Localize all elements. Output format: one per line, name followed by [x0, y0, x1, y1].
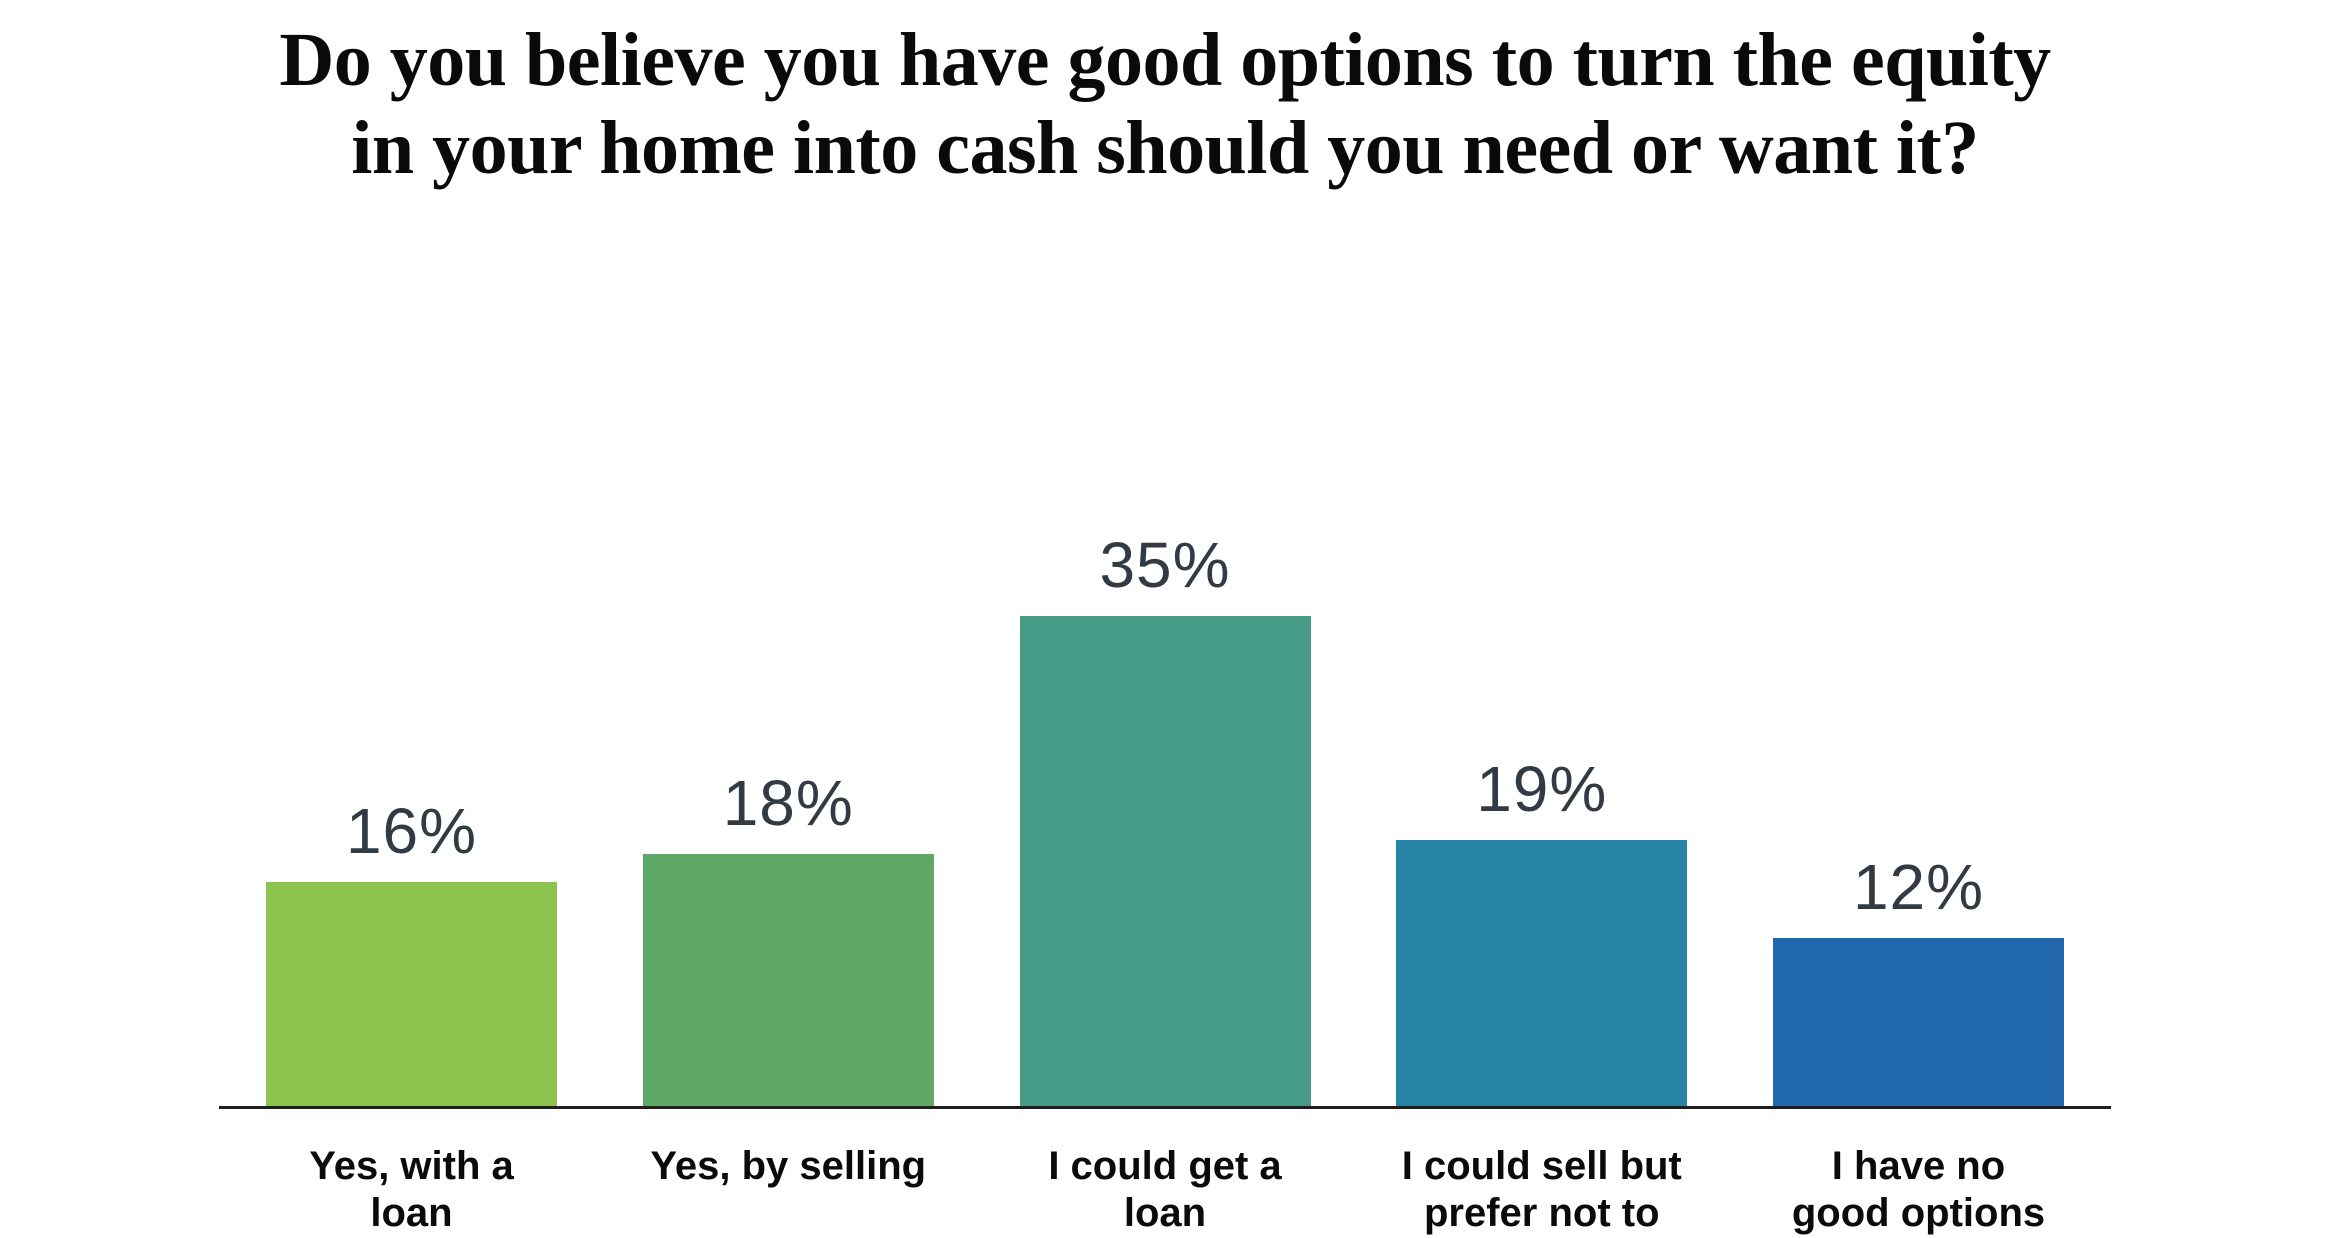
x-axis-line	[219, 1106, 2111, 1109]
bar-value-label: 19%	[1476, 753, 1608, 825]
x-axis-category-label-line: I could get a loan	[1048, 1144, 1282, 1235]
chart-title-line-1: Do you believe you have good options to …	[279, 18, 2051, 102]
bar-column: 12%	[1773, 850, 2064, 1106]
x-axis-labels: Yes, with a loan Yes, by selling I could g…	[219, 1109, 2111, 1238]
x-axis-category-label-line: prefer not to	[1423, 1191, 1660, 1235]
chart-title: Do you believe you have good options to …	[0, 16, 2330, 192]
bar-chart: 16% 18% 35% 19% 12% Yes, with a loan Yes, by …	[219, 0, 2111, 1238]
bar-column: 19%	[1396, 752, 1688, 1106]
x-axis-category-label-line: I have no	[1831, 1144, 2006, 1188]
x-axis-category-label-line: good options	[1791, 1191, 2046, 1235]
bar-column: 18%	[642, 766, 934, 1106]
x-axis-category-label-line: Yes, with a loan	[309, 1144, 514, 1235]
bar-value-label: 12%	[1852, 851, 1985, 923]
x-axis-category-label: I have no good options	[1773, 1143, 2064, 1238]
bar-column: 16%	[266, 794, 557, 1106]
bar-value-label: 35%	[1099, 529, 1231, 601]
bar	[642, 854, 934, 1106]
bar-value-label: 16%	[345, 795, 478, 867]
bar	[1773, 938, 2064, 1106]
bar	[1019, 616, 1311, 1106]
x-axis-category-label: I could get a loanbut prefer not to	[1020, 1143, 1311, 1238]
x-axis-category-label-line: I could sell but	[1401, 1144, 1682, 1188]
x-axis-category-label: Yes, by selling	[643, 1143, 934, 1238]
x-axis-category-label-line: Yes, by selling	[650, 1144, 927, 1188]
bar-value-label: 18%	[722, 767, 854, 839]
x-axis-category-label: I could sell but prefer not to	[1396, 1143, 1687, 1238]
bar	[1396, 840, 1688, 1106]
bars-area: 16% 18% 35% 19% 12%	[219, 0, 2111, 1106]
chart-title-line-2: in your home into cash should you need o…	[351, 106, 1979, 190]
x-axis-category-label: Yes, with a loan	[266, 1143, 557, 1238]
bar-column: 35%	[1019, 528, 1311, 1106]
bar	[266, 882, 557, 1106]
